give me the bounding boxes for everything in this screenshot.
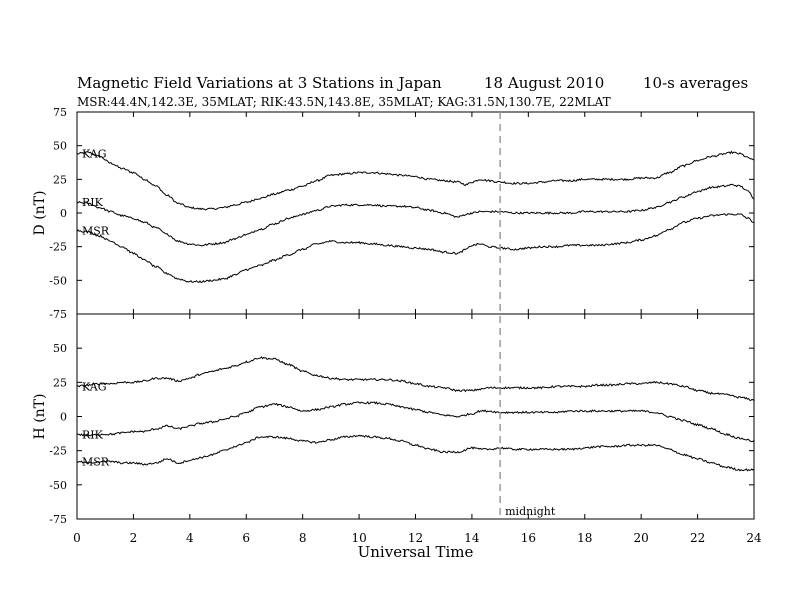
x-tick-label: 10 [351, 531, 366, 545]
series-label-kag: KAG [82, 380, 107, 393]
series-label-msr: MSR [82, 456, 110, 469]
series-line-rik [76, 183, 755, 247]
y-tick-label: 50 [53, 140, 67, 153]
y-tick-label: 75 [53, 106, 67, 119]
x-tick-label: 0 [73, 531, 81, 545]
series-line-msr [76, 213, 755, 284]
series-label-msr: MSR [82, 225, 110, 238]
x-tick-label: 2 [130, 531, 138, 545]
series-line-kag [76, 150, 755, 211]
y-tick-label: 0 [60, 411, 67, 424]
x-tick-label: 14 [464, 531, 480, 545]
x-tick-label: 22 [690, 531, 705, 545]
y-axis-label: H (nT) [32, 394, 48, 440]
series-label-kag: KAG [82, 148, 107, 161]
x-tick-label: 12 [408, 531, 423, 545]
x-tick-label: 18 [577, 531, 592, 545]
panel-0: -75 -50 -25 0 25 50 75 D (nT) KAG RIK MSR [32, 106, 755, 321]
y-tick-label: -50 [49, 274, 67, 287]
y-tick-label: -25 [49, 241, 67, 254]
midnight-marker: midnight [499, 112, 556, 519]
panel-frame [76, 111, 755, 315]
x-tick-label: 16 [521, 531, 536, 545]
x-tick-label: 4 [186, 531, 194, 545]
y-tick-label: -25 [49, 445, 67, 458]
y-tick-label: 50 [53, 342, 67, 355]
y-tick-label: -75 [49, 308, 67, 321]
y-tick-label: 0 [60, 207, 67, 220]
y-tick-label: 25 [53, 173, 67, 186]
chart-date: 18 August 2010 [484, 74, 604, 92]
y-tick-label: 25 [53, 376, 67, 389]
x-axis-label: Universal Time [358, 543, 474, 561]
y-tick-label: -75 [49, 513, 67, 526]
panel-1: -75 -50 -25 0 25 50 H (nT) KAG RIK MSR [32, 313, 755, 526]
panel-frame [76, 313, 755, 520]
series-line-msr [76, 434, 755, 472]
y-tick-label: -50 [49, 479, 67, 492]
stations-line: MSR:44.4N,142.3E, 35MLAT; RIK:43.5N,143.… [77, 95, 611, 109]
chart-averaging: 10-s averages [643, 74, 748, 92]
series-label-rik: RIK [82, 196, 104, 209]
series-label-rik: RIK [82, 428, 104, 441]
x-tick-label: 6 [242, 531, 250, 545]
chart-panels: -75 -50 -25 0 25 50 75 D (nT) KAG RIK MSR -75 -50 -25… [32, 106, 755, 526]
midnight-label: midnight [505, 505, 556, 518]
chart-title: Magnetic Field Variations at 3 Stations … [77, 74, 442, 92]
series-line-rik [76, 401, 755, 443]
series-line-kag [77, 356, 755, 402]
y-axis-label: D (nT) [32, 191, 48, 236]
x-tick-label: 20 [634, 531, 649, 545]
x-tick-label: 8 [299, 531, 307, 545]
x-tick-label: 24 [746, 531, 762, 545]
